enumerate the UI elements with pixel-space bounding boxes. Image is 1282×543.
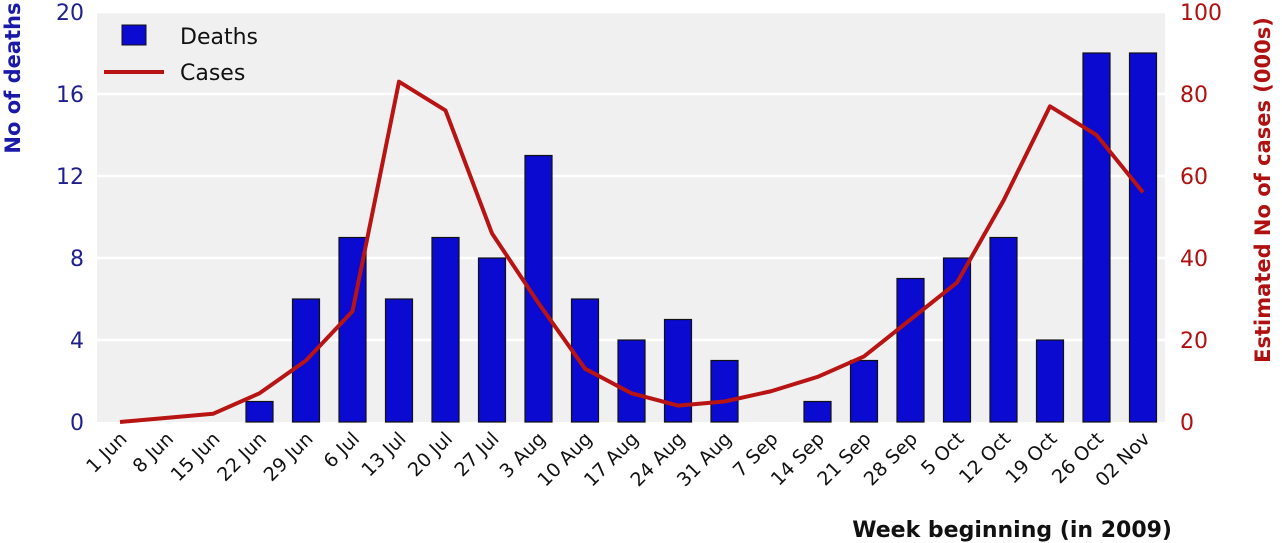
bar-deaths-20 (1035, 339, 1065, 423)
x-tick-label: 19 Oct (1001, 428, 1061, 488)
bar-deaths-7 (431, 236, 460, 423)
y-axis-label-left: No of deaths (1, 2, 25, 153)
bar-deaths-18 (942, 257, 972, 423)
x-tick-label: 27 Jul (450, 428, 503, 481)
y-tick-left: 8 (70, 247, 84, 272)
x-axis-label: Week beginning (in 2009) (852, 518, 1172, 543)
x-tick-label: 20 Jul (404, 428, 457, 481)
bar-deaths-22 (1128, 52, 1158, 423)
bar-deaths-10 (570, 298, 600, 423)
y-axis-label-right: Estimated No of cases (000s) (1251, 17, 1275, 363)
right-axis-ticks: 0 20 40 60 80 100 (1180, 1, 1222, 436)
x-tick-label: 13 Jul (357, 428, 410, 481)
bar-deaths-19 (989, 236, 1018, 423)
bar-deaths-11 (617, 339, 646, 423)
legend: Deaths Cases (104, 24, 258, 86)
y-tick-right: 100 (1180, 1, 1222, 26)
x-tick-label: 15 Jun (167, 428, 225, 486)
bar-deaths-16 (849, 359, 879, 423)
y-tick-right: 60 (1180, 165, 1208, 190)
y-tick-right: 80 (1180, 83, 1208, 108)
legend-deaths-swatch (121, 24, 147, 46)
bar-deaths-17 (896, 277, 925, 423)
left-axis-ticks: 0 4 8 12 16 20 (56, 1, 84, 436)
legend-deaths-label: Deaths (180, 25, 258, 50)
y-tick-left: 16 (56, 83, 84, 108)
y-tick-right: 40 (1180, 247, 1208, 272)
bar-deaths-6 (384, 298, 414, 423)
bar-deaths-3 (245, 400, 274, 423)
x-tick-label: 29 Jun (260, 428, 318, 486)
bar-deaths-8 (477, 257, 507, 423)
x-tick-label: 1 Jun (82, 428, 131, 477)
bar-deaths-13 (710, 359, 739, 423)
y-tick-left: 0 (70, 411, 84, 436)
y-tick-left: 4 (70, 329, 84, 354)
y-tick-right: 20 (1180, 329, 1208, 354)
x-tick-label: 22 Jun (213, 428, 271, 486)
bar-deaths-15 (803, 400, 832, 423)
y-tick-right: 0 (1180, 411, 1194, 436)
gridlines (97, 10, 1165, 342)
y-tick-left: 20 (56, 1, 84, 26)
bar-deaths-21 (1082, 52, 1111, 423)
x-tick-label: 12 Oct (955, 428, 1015, 488)
legend-cases-label: Cases (180, 61, 245, 86)
cases-line (119, 79, 1145, 424)
y-tick-left: 12 (56, 165, 84, 190)
